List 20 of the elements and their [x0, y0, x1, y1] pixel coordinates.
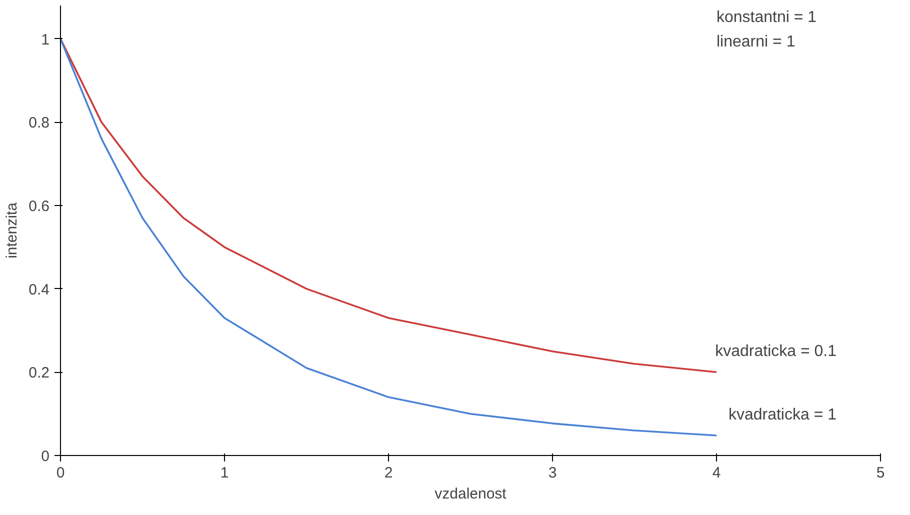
x-tick-label: 1	[220, 464, 229, 482]
series-label: kvadraticka = 0.1	[715, 343, 837, 360]
y-tick-label: 1	[41, 31, 50, 48]
y-tick-label: 0.6	[28, 198, 50, 215]
y-tick-label: 0.2	[28, 364, 50, 382]
y-tick-label: 0.8	[28, 114, 50, 132]
annotation: konstantni = 1	[716, 8, 817, 26]
x-tick-label: 3	[548, 464, 557, 482]
x-tick-label: 5	[876, 464, 885, 482]
x-axis-title: vzdalenost	[434, 486, 508, 502]
annotation: linearni = 1	[716, 34, 796, 50]
line-series	[60, 38, 718, 374]
x-tick-label: 2	[384, 464, 393, 482]
line-series	[60, 38, 718, 436]
series-label: kvadraticka = 1	[728, 406, 837, 424]
y-tick-label: 0	[41, 448, 50, 465]
x-tick-label: 0	[56, 464, 65, 482]
y-axis-title: intenzita	[4, 202, 21, 258]
x-tick-label: 4	[712, 464, 721, 482]
y-tick-label: 0.4	[28, 281, 50, 298]
